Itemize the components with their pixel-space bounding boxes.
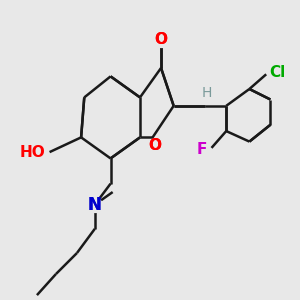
Text: O: O: [154, 32, 167, 47]
Text: F: F: [197, 142, 207, 158]
Text: H: H: [202, 86, 212, 100]
Text: Cl: Cl: [269, 65, 286, 80]
Text: O: O: [148, 138, 161, 153]
Text: O: O: [154, 32, 167, 47]
Text: N: N: [88, 196, 102, 214]
Text: HO: HO: [20, 145, 45, 160]
Text: O: O: [148, 138, 161, 153]
Text: N: N: [88, 196, 102, 214]
